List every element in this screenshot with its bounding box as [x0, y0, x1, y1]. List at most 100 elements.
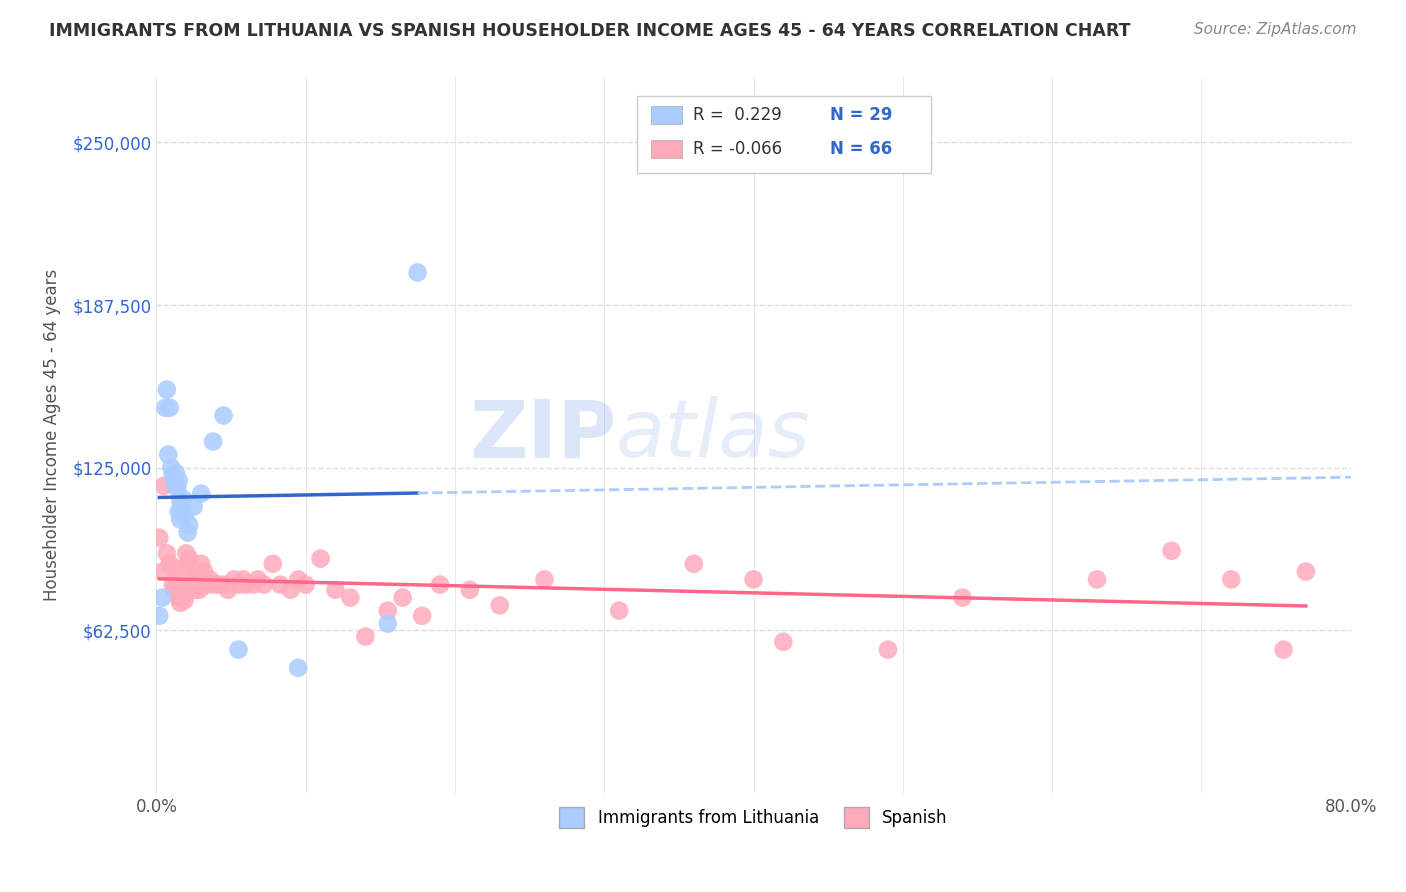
Point [325, 582, 347, 597]
Point [228, 642, 250, 657]
Point [287, 661, 309, 675]
Point [772, 635, 794, 649]
Point [429, 577, 451, 591]
Text: R = -0.066: R = -0.066 [693, 140, 782, 158]
Point [179, 517, 201, 532]
Y-axis label: Householder Income Ages 45 - 64 years: Householder Income Ages 45 - 64 years [44, 268, 60, 601]
Point [458, 582, 481, 597]
Point [186, 573, 208, 587]
Legend: Immigrants from Lithuania, Spanish: Immigrants from Lithuania, Spanish [553, 801, 955, 834]
Point [377, 616, 399, 631]
Point [165, 466, 187, 480]
Point [190, 486, 212, 500]
Text: IMMIGRANTS FROM LITHUANIA VS SPANISH HOUSEHOLDER INCOME AGES 45 - 64 YEARS CORRE: IMMIGRANTS FROM LITHUANIA VS SPANISH HOU… [49, 22, 1130, 40]
Point [204, 577, 226, 591]
Point [184, 582, 207, 597]
Point [173, 593, 195, 607]
Point [269, 577, 291, 591]
Point [159, 401, 181, 415]
Point [411, 608, 433, 623]
Point [208, 577, 231, 591]
Point [952, 591, 974, 605]
Point [202, 434, 225, 449]
Point [183, 500, 205, 514]
Point [235, 577, 257, 591]
Point [212, 409, 235, 423]
Point [198, 573, 221, 587]
Point [228, 577, 250, 591]
Point [183, 565, 205, 579]
Text: N = 66: N = 66 [830, 140, 891, 158]
Point [150, 591, 173, 605]
Point [170, 577, 193, 591]
Point [170, 500, 193, 514]
Point [169, 596, 191, 610]
Point [172, 491, 194, 506]
Point [1295, 565, 1317, 579]
Point [1085, 573, 1108, 587]
Point [232, 573, 254, 587]
Text: N = 29: N = 29 [830, 106, 891, 124]
Point [155, 401, 177, 415]
Point [246, 573, 269, 587]
Point [176, 557, 198, 571]
Point [162, 468, 184, 483]
Point [179, 551, 201, 566]
Point [167, 505, 190, 519]
Point [148, 531, 170, 545]
Point [391, 591, 413, 605]
Point [607, 604, 630, 618]
Point [262, 557, 284, 571]
Point [176, 525, 198, 540]
Point [167, 474, 190, 488]
Point [877, 642, 900, 657]
Point [187, 577, 209, 591]
Point [406, 265, 429, 279]
Point [163, 582, 186, 597]
Point [166, 481, 188, 495]
Point [222, 573, 245, 587]
Point [354, 630, 377, 644]
Point [1220, 573, 1243, 587]
Point [165, 479, 187, 493]
Point [742, 573, 765, 587]
Point [148, 608, 170, 623]
Point [242, 577, 264, 591]
Point [253, 577, 276, 591]
Point [377, 604, 399, 618]
Point [1160, 543, 1182, 558]
Text: atlas: atlas [616, 396, 811, 474]
Point [280, 582, 302, 597]
Point [309, 551, 332, 566]
Point [1272, 642, 1295, 657]
Point [166, 573, 188, 587]
Point [188, 582, 211, 597]
Point [163, 474, 186, 488]
Point [169, 512, 191, 526]
Point [190, 557, 212, 571]
Point [150, 565, 173, 579]
Point [533, 573, 555, 587]
Point [195, 577, 218, 591]
Point [157, 448, 180, 462]
Point [156, 546, 179, 560]
Point [339, 591, 361, 605]
Point [682, 557, 704, 571]
Point [162, 577, 184, 591]
Text: ZIP: ZIP [470, 396, 616, 474]
Point [294, 577, 316, 591]
Point [172, 588, 194, 602]
Point [217, 582, 239, 597]
Point [153, 479, 176, 493]
Point [287, 573, 309, 587]
Point [165, 562, 187, 576]
Text: Source: ZipAtlas.com: Source: ZipAtlas.com [1194, 22, 1357, 37]
Point [169, 494, 191, 508]
Point [160, 460, 183, 475]
Point [156, 383, 179, 397]
Point [180, 577, 202, 591]
Point [212, 577, 235, 591]
Text: R =  0.229: R = 0.229 [693, 106, 782, 124]
Point [181, 573, 204, 587]
Point [488, 599, 510, 613]
